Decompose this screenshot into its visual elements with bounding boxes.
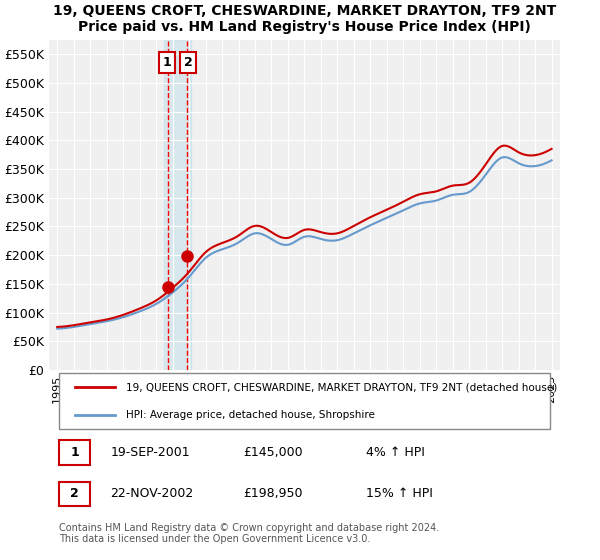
Title: 19, QUEENS CROFT, CHESWARDINE, MARKET DRAYTON, TF9 2NT
Price paid vs. HM Land Re: 19, QUEENS CROFT, CHESWARDINE, MARKET DR… bbox=[53, 4, 556, 34]
Text: 2: 2 bbox=[70, 487, 79, 501]
Text: 19-SEP-2001: 19-SEP-2001 bbox=[110, 446, 190, 459]
Text: 22-NOV-2002: 22-NOV-2002 bbox=[110, 487, 194, 501]
Text: 1: 1 bbox=[163, 56, 172, 69]
Text: 15% ↑ HPI: 15% ↑ HPI bbox=[366, 487, 433, 501]
Bar bbox=[164, 40, 191, 370]
Text: 1: 1 bbox=[70, 446, 79, 459]
Text: 19, QUEENS CROFT, CHESWARDINE, MARKET DRAYTON, TF9 2NT (detached house): 19, QUEENS CROFT, CHESWARDINE, MARKET DR… bbox=[125, 382, 557, 393]
Text: £145,000: £145,000 bbox=[243, 446, 303, 459]
Text: 4% ↑ HPI: 4% ↑ HPI bbox=[366, 446, 425, 459]
FancyBboxPatch shape bbox=[59, 482, 90, 506]
Text: Contains HM Land Registry data © Crown copyright and database right 2024.
This d: Contains HM Land Registry data © Crown c… bbox=[59, 523, 439, 544]
FancyBboxPatch shape bbox=[59, 440, 90, 465]
Text: HPI: Average price, detached house, Shropshire: HPI: Average price, detached house, Shro… bbox=[125, 409, 374, 419]
Text: £198,950: £198,950 bbox=[243, 487, 302, 501]
FancyBboxPatch shape bbox=[59, 373, 550, 429]
Text: 2: 2 bbox=[184, 56, 193, 69]
